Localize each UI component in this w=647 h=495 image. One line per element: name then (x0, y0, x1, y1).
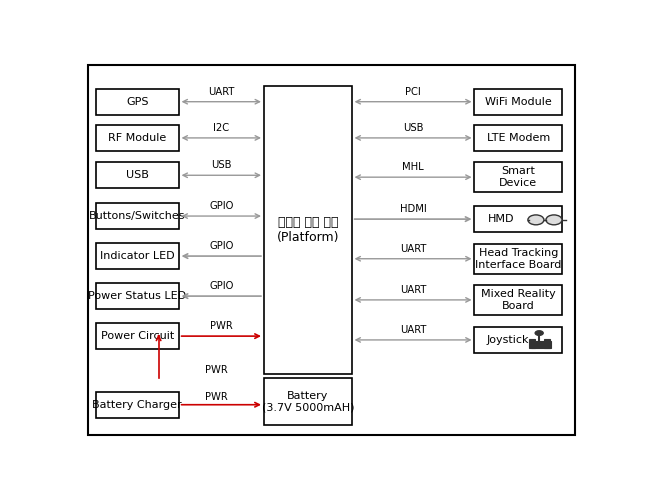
Bar (474, 162, 562, 192)
Text: LTE Modem: LTE Modem (487, 133, 550, 143)
Text: PWR: PWR (205, 365, 228, 375)
Text: USB: USB (126, 170, 149, 180)
Bar (474, 244, 562, 274)
Text: GPIO: GPIO (209, 281, 234, 291)
Ellipse shape (546, 215, 562, 225)
Text: Indicator LED: Indicator LED (100, 251, 175, 261)
Text: HMD: HMD (488, 214, 514, 224)
Ellipse shape (535, 331, 543, 335)
Text: MHL: MHL (402, 162, 424, 172)
Text: I2C: I2C (214, 123, 229, 133)
Text: Joystick: Joystick (487, 335, 529, 345)
Text: 무인기 조종 장치
(Platform): 무인기 조종 장치 (Platform) (276, 216, 339, 244)
Text: Smart
Device: Smart Device (499, 166, 538, 188)
Text: RF Module: RF Module (108, 133, 166, 143)
Bar (96, 203, 179, 229)
Bar (264, 86, 352, 374)
Bar (474, 285, 562, 315)
Bar (543, 339, 550, 348)
Ellipse shape (528, 215, 544, 225)
Text: USB: USB (211, 160, 232, 170)
Text: Buttons/Switches: Buttons/Switches (89, 211, 186, 221)
Bar (96, 323, 179, 349)
Text: UART: UART (400, 325, 426, 335)
Text: USB: USB (403, 123, 423, 133)
Bar (96, 89, 179, 115)
Text: GPIO: GPIO (209, 201, 234, 211)
Bar (474, 89, 562, 115)
Bar (264, 378, 352, 425)
Text: GPIO: GPIO (209, 241, 234, 251)
Text: PCI: PCI (405, 87, 421, 97)
Text: Power Status LED: Power Status LED (88, 291, 186, 301)
Bar (96, 125, 179, 151)
Text: UART: UART (400, 244, 426, 254)
Text: HDMI: HDMI (400, 204, 426, 214)
Text: Battery
(3.7V 5000mAH): Battery (3.7V 5000mAH) (261, 391, 354, 412)
Text: UART: UART (400, 285, 426, 295)
Text: Head Tracking
Interface Board: Head Tracking Interface Board (475, 248, 562, 270)
Bar (474, 327, 562, 353)
Text: GPS: GPS (126, 97, 149, 107)
Bar (96, 392, 179, 418)
Bar (96, 162, 179, 188)
Text: PWR: PWR (205, 392, 228, 401)
Text: Battery Charger: Battery Charger (93, 400, 182, 410)
Bar (531, 342, 551, 348)
Bar (529, 339, 535, 348)
Text: Mixed Reality
Board: Mixed Reality Board (481, 289, 556, 311)
Text: Power Circuit: Power Circuit (101, 331, 174, 341)
Bar (474, 125, 562, 151)
Bar (474, 206, 562, 232)
Bar (96, 243, 179, 269)
Text: UART: UART (208, 87, 234, 97)
Bar (96, 283, 179, 309)
Text: PWR: PWR (210, 321, 233, 331)
Text: WiFi Module: WiFi Module (485, 97, 552, 107)
